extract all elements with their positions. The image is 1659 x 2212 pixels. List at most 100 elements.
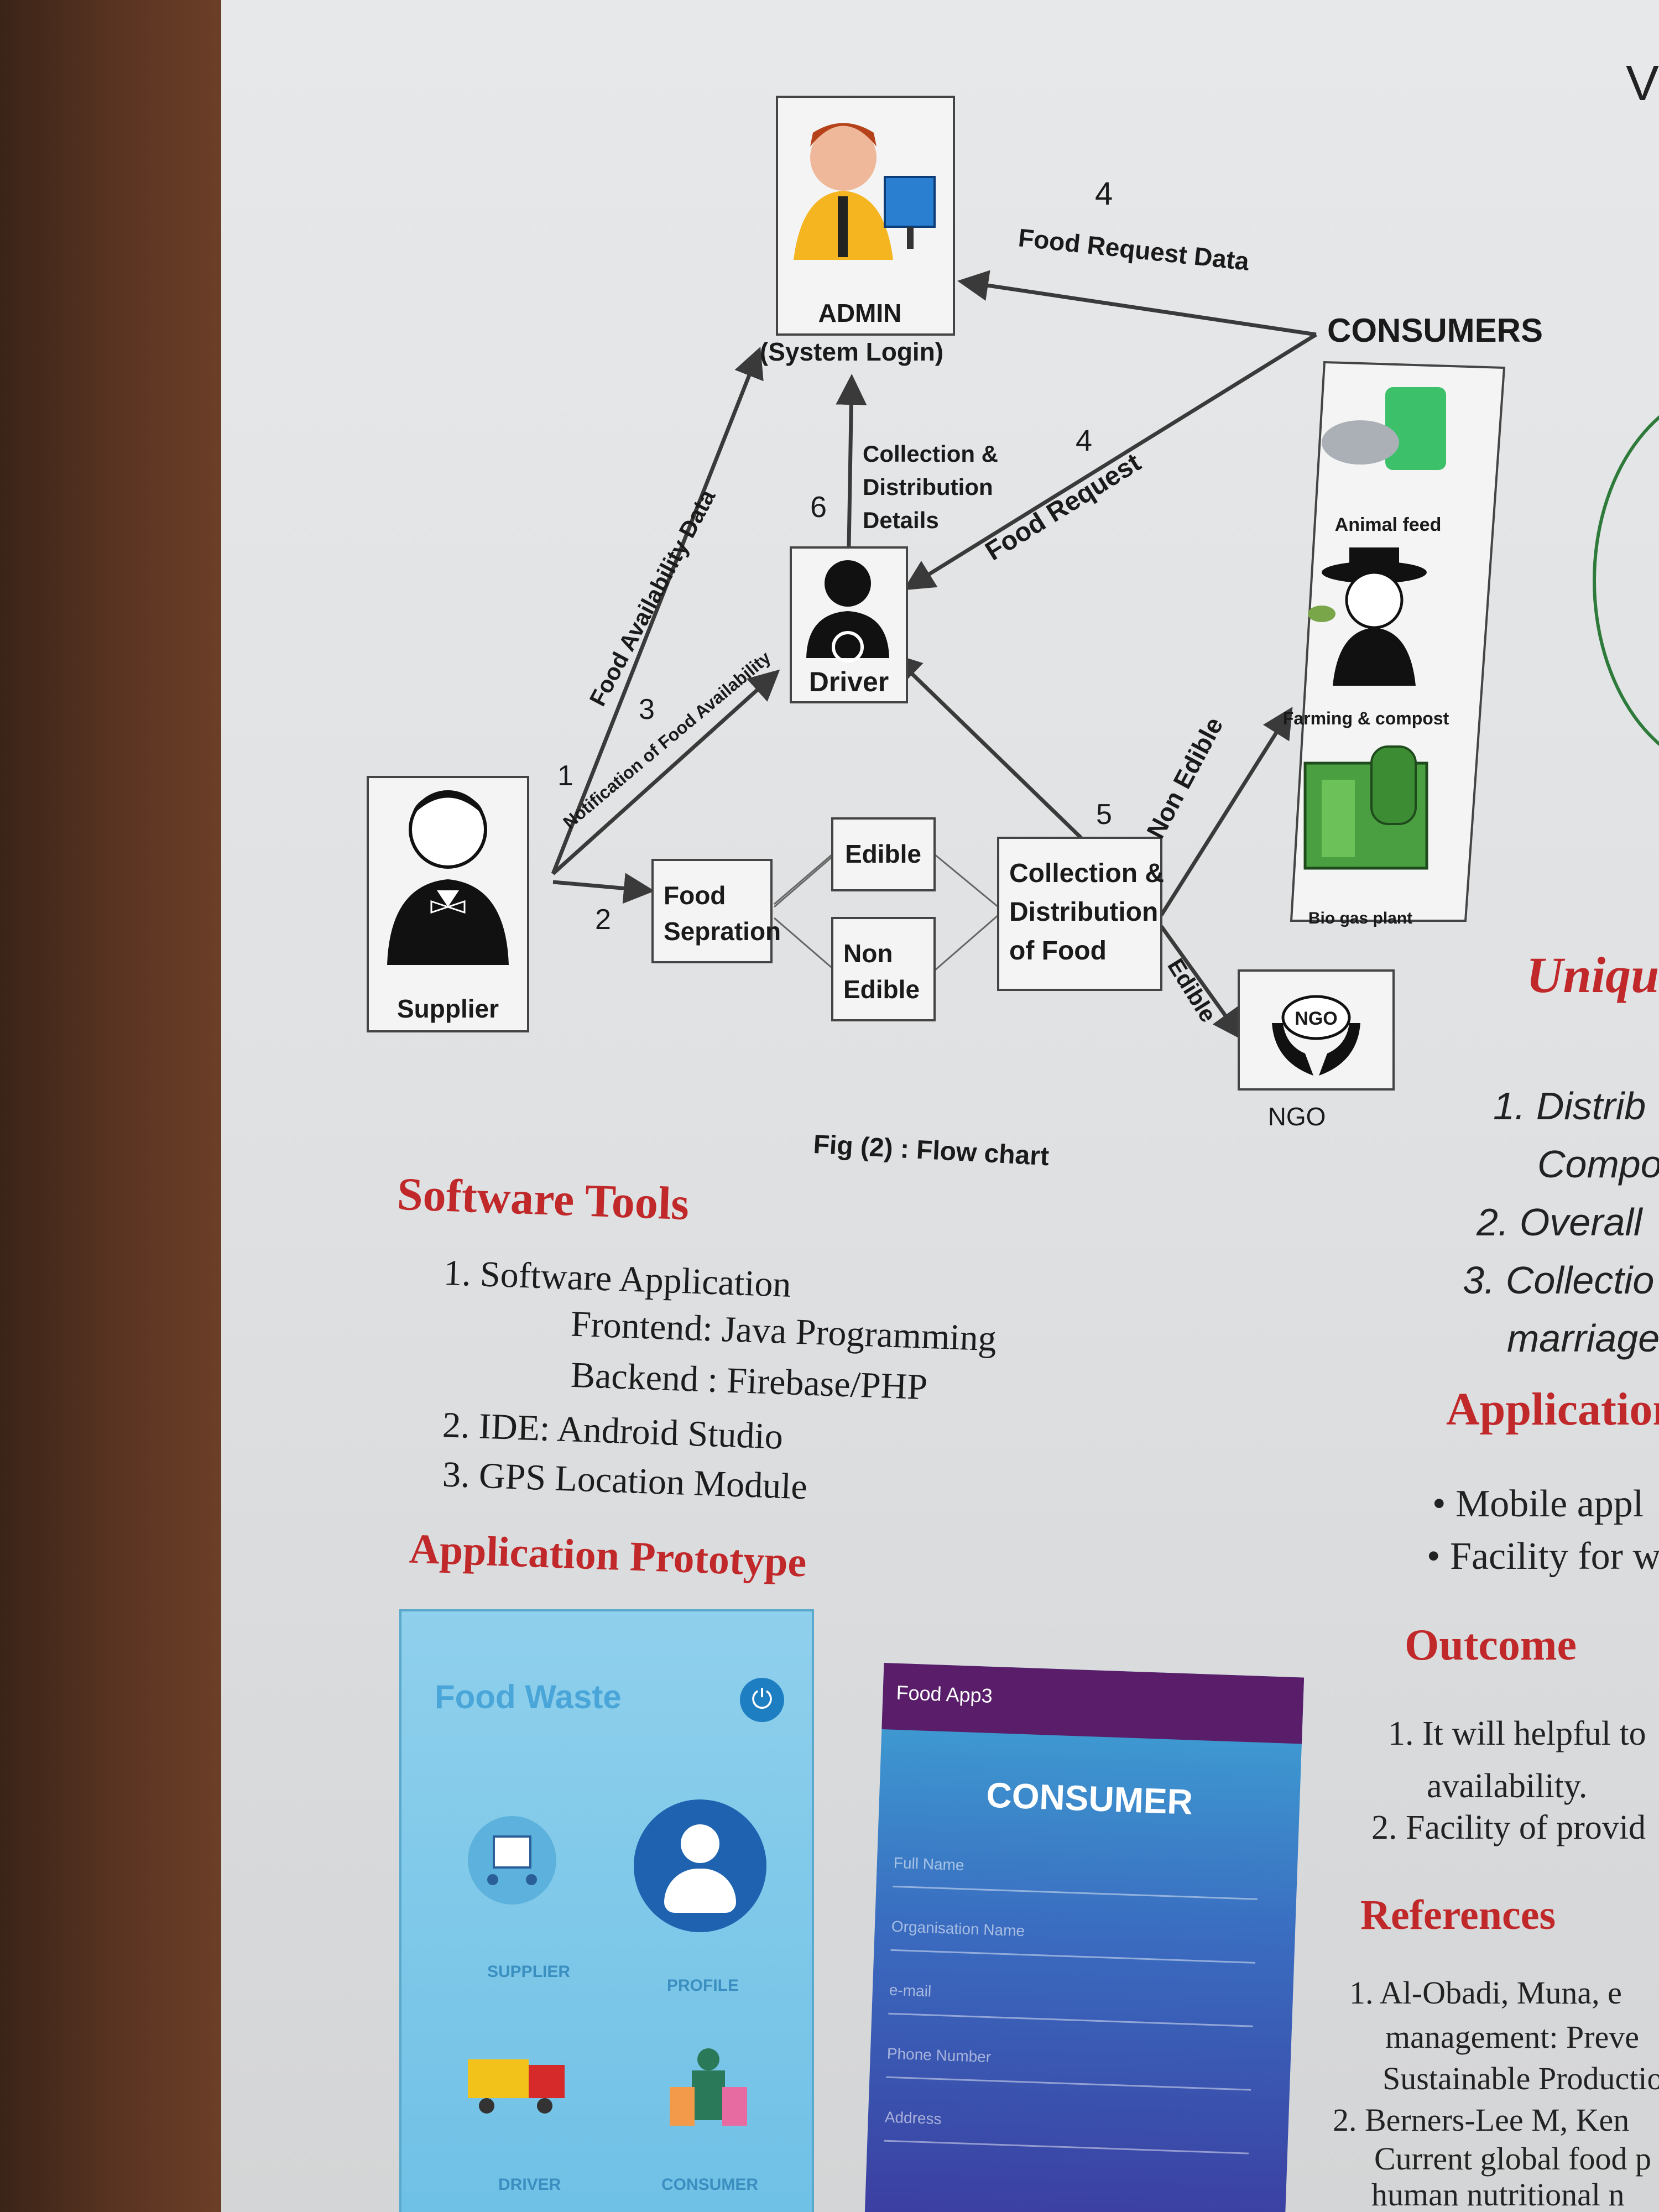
admin-node: ADMIN (System Login) [760, 96, 955, 366]
outcome-item-2: 2. Facility of provid [1371, 1809, 1646, 1846]
admin-label: ADMIN [818, 299, 902, 327]
software-tools-line-1: 1. Software Application [442, 1253, 792, 1305]
email-field[interactable]: e-mail [888, 1981, 1255, 2027]
supplier-tile[interactable] [446, 1794, 578, 1938]
food-availability-label: Food Availability Data [584, 485, 720, 710]
software-tools-line-4: 2. IDE: Android Studio [441, 1405, 784, 1457]
app-bar-title: Food App3 [881, 1663, 1305, 1744]
consumers-panel: Animal feed Farming & compost Bio gas pl… [1283, 361, 1506, 927]
edge-collection-consumers [1160, 707, 1293, 916]
collection-details-line-3: Details [863, 507, 939, 533]
edge-consumers-admin [957, 270, 1317, 337]
admin-person-icon [794, 123, 936, 260]
non-edible-edge-label: Non Edible [1141, 712, 1229, 843]
animal-feed-icon [1322, 387, 1446, 470]
software-tools-heading: Software Tools [396, 1168, 690, 1230]
food-separation-node: Food Sepration [651, 859, 781, 963]
food-request-data-label: Food Request Data [1017, 223, 1251, 276]
edible-label: Edible [845, 839, 921, 868]
unique-heading: Uniqu [1526, 947, 1659, 1003]
edge-separation-split [774, 853, 833, 905]
application-heading: Application [1446, 1384, 1659, 1435]
num-3: 3 [639, 693, 655, 726]
unique-item-1-cont: Compo [1537, 1142, 1659, 1186]
profile-tile-label: PROFILE [667, 1976, 739, 1995]
ngo-badge-text: NGO [1295, 1008, 1337, 1029]
edge-collection-driver [890, 653, 1083, 839]
outcome-item-1: 1. It will helpful to [1388, 1715, 1646, 1752]
collection-details-line-2: Distribution [863, 474, 993, 500]
consumer-form-screen: Food App3 CONSUMER Full Name Organisatio… [863, 1663, 1305, 2212]
edge-sep-nonedible [774, 917, 836, 972]
animal-feed-label: Animal feed [1335, 514, 1442, 535]
phone-number-field[interactable]: Phone Number [886, 2044, 1253, 2091]
bio-gas-label: Bio gas plant [1308, 909, 1412, 927]
top-letter: V [1626, 56, 1659, 111]
num-1: 1 [557, 760, 573, 792]
farmer-icon [1308, 547, 1427, 686]
full-name-field[interactable]: Full Name [893, 1854, 1259, 1900]
reference-1-line-3: Sustainable Productio [1383, 2060, 1659, 2096]
organisation-name-field[interactable]: Organisation Name [890, 1917, 1257, 1964]
supplier-node: Supplier [367, 776, 529, 1032]
num-6: 6 [810, 491, 827, 524]
food-waste-screen: Food Waste ⏻ SUPPLIER PROFILE D [399, 1609, 814, 2212]
reference-2-line-3: human nutritional n [1371, 2177, 1625, 2212]
collection-details-line-1: Collection & [863, 441, 998, 467]
num-5: 5 [1096, 799, 1112, 831]
outcome-heading: Outcome [1405, 1621, 1577, 1670]
references-heading: References [1360, 1892, 1556, 1938]
ngo-hands-icon: NGO [1272, 995, 1360, 1076]
non-edible-node: Non Edible [831, 917, 936, 1021]
shopping-icon [670, 2048, 747, 2131]
fig-caption: Fig (2) : Flow chart [812, 1130, 1050, 1171]
edible-edge-label: Edible [1162, 954, 1222, 1027]
unique-item-1: 1. Distrib [1493, 1084, 1646, 1128]
notification-label: Notification of Food Availability [559, 648, 774, 833]
admin-sub-label: (System Login) [760, 337, 943, 366]
edge-driver-admin [836, 374, 867, 548]
ngo-node: NGO NGO [1238, 969, 1395, 1131]
supplier-tile-label: SUPPLIER [487, 1963, 571, 1981]
edge-edible-collection [934, 853, 999, 908]
non-edible-line-1: Non [843, 939, 893, 968]
poster: ADMIN (System Login) CONSUMERS Animal fe… [221, 0, 1659, 2212]
edges [551, 270, 1317, 1041]
biogas-plant-icon [1303, 745, 1428, 870]
reference-2-line-1: 2. Berners-Lee M, Ken [1333, 2102, 1630, 2138]
food-request-label: Food Request [980, 448, 1146, 567]
edge-consumers-driver [903, 333, 1317, 591]
reference-1-line-1: 1. Al-Obadi, Muna, e [1349, 1975, 1622, 2011]
software-tools-line-3: Backend : Firebase/PHP [570, 1354, 928, 1408]
driver-icon [806, 560, 889, 663]
collection-line-1: Collection & [1009, 859, 1164, 888]
application-item-2: • Facility for w [1427, 1535, 1659, 1578]
reference-2-line-2: Current global food p [1374, 2141, 1651, 2177]
consumers-label: CONSUMERS [1327, 312, 1543, 349]
truck-icon [468, 2054, 567, 2115]
reference-1-line-2: management: Preve [1385, 2019, 1639, 2055]
consumer-tile[interactable] [639, 2043, 772, 2164]
food-separation-line-2: Sepration [664, 917, 781, 946]
unique-item-3-cont: marriages [1507, 1317, 1659, 1360]
outcome-item-1-cont: availability. [1427, 1767, 1588, 1805]
application-item-1: • Mobile appl [1432, 1483, 1644, 1525]
ngo-label: NGO [1268, 1102, 1326, 1131]
driver-tile[interactable] [446, 2043, 589, 2153]
collection-node: Collection & Distribution of Food [997, 837, 1164, 991]
edge-supplier-driver [551, 669, 780, 875]
non-edible-line-2: Edible [843, 975, 920, 1004]
unique-item-3: 3. Collectio [1463, 1259, 1655, 1302]
edge-sep-edible [774, 853, 836, 908]
edge-supplier-admin [551, 346, 764, 875]
profile-tile[interactable] [634, 1799, 766, 1943]
driver-label: Driver [809, 666, 889, 697]
edge-nonedible-collection [934, 914, 999, 972]
num-2: 2 [595, 904, 611, 936]
consumer-title: CONSUMER [985, 1775, 1194, 1822]
address-field[interactable]: Address [884, 2108, 1250, 2154]
edge-collection-ngo [1160, 925, 1244, 1041]
collection-line-2: Distribution [1009, 898, 1158, 927]
supplier-label: Supplier [397, 994, 499, 1023]
power-icon[interactable]: ⏻ [740, 1678, 784, 1722]
